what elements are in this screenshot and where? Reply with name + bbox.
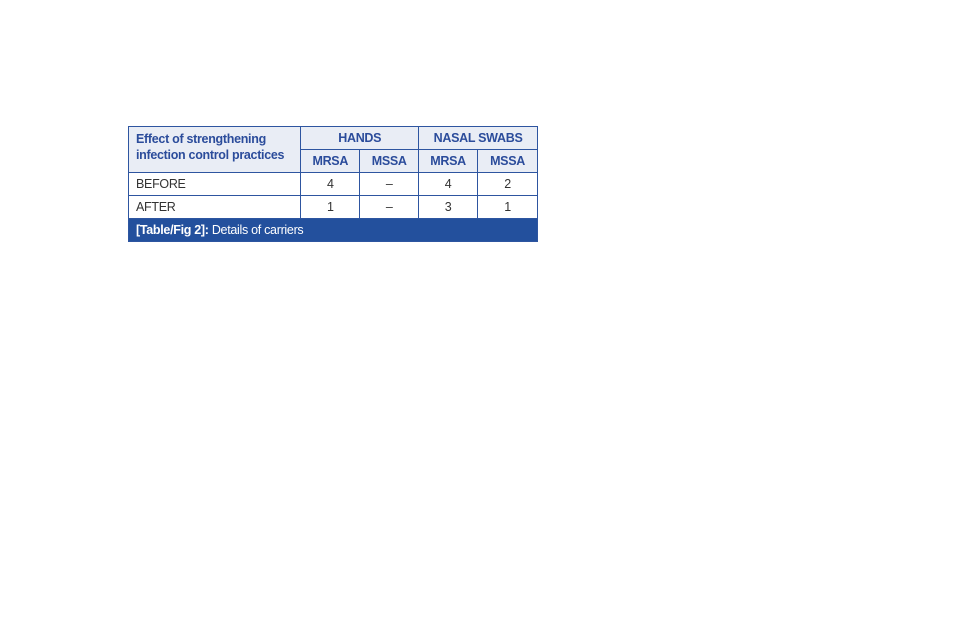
carriers-table: Effect of strengthening infection contro… <box>127 126 538 242</box>
caption-label: [Table/Fig 2]: <box>136 223 209 237</box>
cell: – <box>359 172 420 196</box>
header-row-sub: MRSA MSSA MRSA MSSA <box>129 149 538 173</box>
cell: 2 <box>477 172 538 196</box>
caption-text: Details of carriers <box>208 223 304 237</box>
cell: 1 <box>477 195 538 219</box>
table-row: BEFORE 4 – 4 2 <box>127 172 538 196</box>
cell: 4 <box>300 172 361 196</box>
cell: – <box>359 195 420 219</box>
group-header-nasal-swabs: NASAL SWABS <box>418 126 538 150</box>
corner-header: Effect of strengthening infection contro… <box>127 126 302 173</box>
subheader: MSSA <box>359 149 420 173</box>
row-label: BEFORE <box>127 172 302 196</box>
group-header-hands: HANDS <box>300 126 420 150</box>
cell: 1 <box>300 195 361 219</box>
table-caption: [Table/Fig 2]: Details of carriers <box>128 218 538 242</box>
row-label: AFTER <box>127 195 302 219</box>
caption-row: [Table/Fig 2]: Details of carriers <box>128 218 538 242</box>
subheader: MRSA <box>300 149 361 173</box>
header-row-groups: Effect of strengthening infection contro… <box>127 126 538 173</box>
subheader: MRSA <box>418 149 479 173</box>
table-row: AFTER 1 – 3 1 <box>127 195 538 219</box>
cell: 3 <box>418 195 479 219</box>
subheader: MSSA <box>477 149 538 173</box>
cell: 4 <box>418 172 479 196</box>
